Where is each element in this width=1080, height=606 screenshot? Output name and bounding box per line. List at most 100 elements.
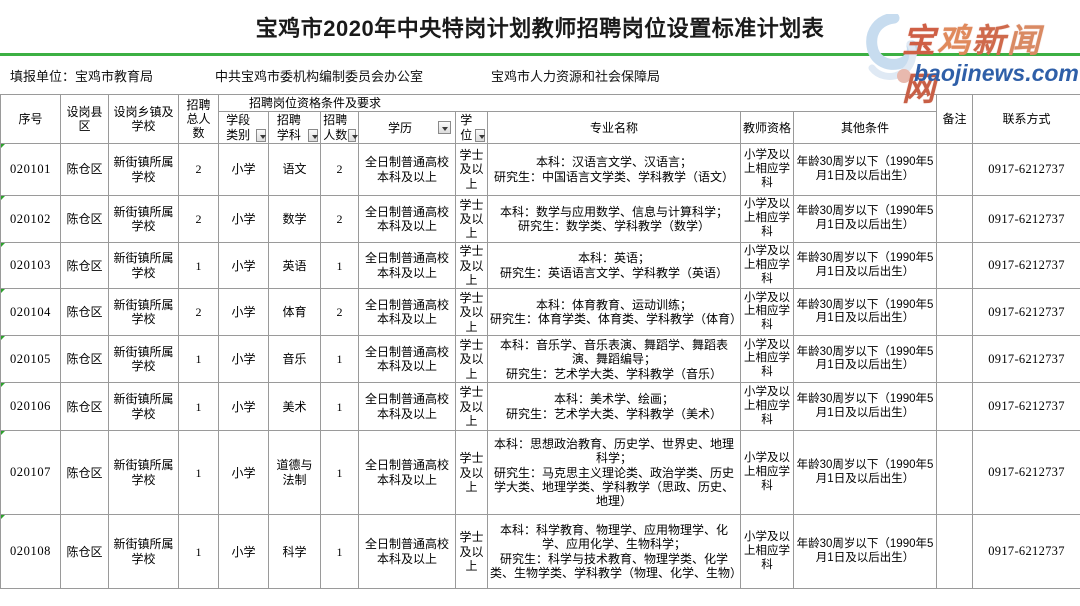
- cell-school: 新街镇所属学校: [108, 143, 179, 197]
- cell-other: 年龄30周岁以下（1990年5月1日及以后出生）: [792, 382, 938, 432]
- cell-education: 全日制普通高校本科及以上: [358, 514, 456, 590]
- table-row: 020104 陈仓区 新街镇所属学校 2 小学 体育 2 全日制普通高校本科及以上 学士及以上本…: [0, 288, 1080, 337]
- filter-dropdown-headcount-icon[interactable]: [348, 129, 358, 143]
- cell-headcount: 2: [320, 143, 359, 197]
- cell-contact: 0917-6212737: [972, 382, 1080, 432]
- cell-county: 陈仓区: [60, 382, 109, 432]
- filter-dropdown-degree-icon[interactable]: [475, 129, 485, 143]
- page-title: 宝鸡市2020年中央特岗计划教师招聘岗位设置标准计划表: [255, 15, 825, 41]
- table-row: 020108 陈仓区 新街镇所属学校 1 小学 科学 1 全日制普通高校本科及以上 学士及以上本…: [0, 514, 1080, 590]
- cell-contact: 0917-6212737: [972, 514, 1080, 590]
- cell-major: 本科：体育教育、运动训练； 研究生：体育学类、体育类、学科教学（体育）: [487, 288, 741, 337]
- title-bar: 宝鸡市2020年中央特岗计划教师招聘岗位设置标准计划表: [0, 0, 1080, 53]
- cell-other: 年龄30周岁以下（1990年5月1日及以后出生）: [792, 430, 938, 516]
- cell-major: 本科：数学与应用数学、信息与计算科学； 研究生：数学类、学科教学（数学）: [487, 195, 741, 244]
- cell-education: 全日制普通高校本科及以上: [358, 143, 456, 197]
- cell-degree: 学士及以上: [455, 514, 488, 590]
- cell-degree: 学士及以上: [455, 382, 488, 432]
- cell-stage: 小学: [218, 514, 269, 590]
- cell-seq: 020105: [0, 335, 61, 384]
- reporting-unit-staffing-office: 中共宝鸡市委机构编制委员会办公室: [215, 68, 424, 84]
- cell-headcount: 1: [320, 335, 359, 384]
- col-header-stage: 学段类别: [218, 111, 269, 145]
- accent-divider: [0, 53, 1080, 56]
- col-header-headcount-label: 招聘人数: [323, 113, 348, 142]
- table-header-row-top: 序号 设岗县区 设岗乡镇及学校 招聘总人数 招聘岗位资格条件及要求 备注 联系方…: [0, 93, 1080, 145]
- filter-dropdown-subject-icon[interactable]: [307, 129, 318, 143]
- col-header-stage-label: 学段类别: [226, 113, 251, 142]
- cell-major: 本科：音乐学、音乐表演、舞蹈学、舞蹈表演、舞蹈编导； 研究生：艺术学大类、学科教学…: [487, 335, 741, 384]
- cell-stage: 小学: [218, 143, 269, 197]
- table-row: 020106 陈仓区 新街镇所属学校 1 小学 美术 1 全日制普通高校本科及以上 学士及以上本…: [0, 382, 1080, 432]
- cell-remark: [936, 382, 974, 432]
- cell-major: 本科：汉语言文学、汉语言； 研究生：中国语言文学类、学科教学（语文）: [487, 143, 741, 197]
- cell-total: 1: [178, 242, 219, 290]
- cell-remark: [936, 430, 974, 516]
- table-row: 020105 陈仓区 新街镇所属学校 1 小学 音乐 1 全日制普通高校本科及以上 学士及以上本…: [0, 335, 1080, 384]
- cell-other: 年龄30周岁以下（1990年5月1日及以后出生）: [792, 288, 938, 337]
- col-header-headcount: 招聘人数: [320, 111, 359, 145]
- cell-other: 年龄30周岁以下（1990年5月1日及以后出生）: [792, 143, 938, 197]
- cell-total: 2: [178, 195, 219, 244]
- table-body: 020101 陈仓区 新街镇所属学校 2 小学 语文 2 全日制普通高校本科及以上 学士及以上本…: [0, 143, 1080, 590]
- cell-headcount: 1: [320, 242, 359, 290]
- cell-major: 本科：思想政治教育、历史学、世界史、地理科学； 研究生：马克思主义理论类、政治学类…: [487, 430, 741, 516]
- cell-school: 新街镇所属学校: [108, 288, 179, 337]
- cell-cert: 小学及以上相应学科: [740, 195, 794, 244]
- cell-degree: 学士及以上: [455, 288, 488, 337]
- col-header-subject: 招聘学科: [268, 111, 321, 145]
- cell-headcount: 1: [320, 514, 359, 590]
- cell-total: 1: [178, 382, 219, 432]
- col-header-education: 学历: [358, 111, 456, 145]
- cell-remark: [936, 288, 974, 337]
- cell-major: 本科：科学教育、物理学、应用物理学、化学、应用化学、生物科学； 研究生：科学与技术…: [487, 514, 741, 590]
- cell-education: 全日制普通高校本科及以上: [358, 288, 456, 337]
- col-header-major: 专业名称: [487, 111, 741, 145]
- reporting-units-row: 填报单位：宝鸡市教育局 中共宝鸡市委机构编制委员会办公室 宝鸡市人力资源和社会保…: [0, 56, 1080, 94]
- cell-degree: 学士及以上: [455, 195, 488, 244]
- cell-other: 年龄30周岁以下（1990年5月1日及以后出生）: [792, 335, 938, 384]
- cell-subject: 英语: [268, 242, 321, 290]
- cell-cert: 小学及以上相应学科: [740, 514, 794, 590]
- filter-dropdown-education-icon[interactable]: [438, 121, 451, 135]
- table-row: 020101 陈仓区 新街镇所属学校 2 小学 语文 2 全日制普通高校本科及以上 学士及以上本…: [0, 143, 1080, 197]
- filter-dropdown-stage-icon[interactable]: [256, 129, 267, 143]
- cell-cert: 小学及以上相应学科: [740, 382, 794, 432]
- table-row: 020103 陈仓区 新街镇所属学校 1 小学 英语 1 全日制普通高校本科及以上 学士及以上本…: [0, 242, 1080, 290]
- cell-contact: 0917-6212737: [972, 195, 1080, 244]
- cell-school: 新街镇所属学校: [108, 335, 179, 384]
- cell-stage: 小学: [218, 382, 269, 432]
- cell-contact: 0917-6212737: [972, 288, 1080, 337]
- cell-total: 2: [178, 143, 219, 197]
- cell-major: 本科：英语； 研究生：英语语言文学、学科教学（英语）: [487, 242, 741, 290]
- cell-contact: 0917-6212737: [972, 242, 1080, 290]
- cell-seq: 020103: [0, 242, 61, 290]
- cell-stage: 小学: [218, 288, 269, 337]
- cell-county: 陈仓区: [60, 242, 109, 290]
- cell-remark: [936, 335, 974, 384]
- col-header-remark: 备注: [936, 93, 974, 145]
- cell-degree: 学士及以上: [455, 143, 488, 197]
- cell-stage: 小学: [218, 195, 269, 244]
- cell-school: 新街镇所属学校: [108, 514, 179, 590]
- cell-degree: 学士及以上: [455, 430, 488, 516]
- cell-subject: 音乐: [268, 335, 321, 384]
- cell-county: 陈仓区: [60, 335, 109, 384]
- col-header-other: 其他条件: [792, 111, 938, 145]
- cell-seq: 020102: [0, 195, 61, 244]
- cell-remark: [936, 195, 974, 244]
- cell-total: 2: [178, 288, 219, 337]
- cell-education: 全日制普通高校本科及以上: [358, 382, 456, 432]
- cell-education: 全日制普通高校本科及以上: [358, 195, 456, 244]
- cell-other: 年龄30周岁以下（1990年5月1日及以后出生）: [792, 514, 938, 590]
- col-header-degree: 学位: [455, 111, 488, 145]
- cell-county: 陈仓区: [60, 514, 109, 590]
- cell-headcount: 2: [320, 288, 359, 337]
- cell-school: 新街镇所属学校: [108, 195, 179, 244]
- cell-school: 新街镇所属学校: [108, 382, 179, 432]
- col-header-degree-label: 学位: [460, 113, 473, 142]
- cell-headcount: 2: [320, 195, 359, 244]
- cell-contact: 0917-6212737: [972, 143, 1080, 197]
- col-header-seq: 序号: [0, 93, 61, 145]
